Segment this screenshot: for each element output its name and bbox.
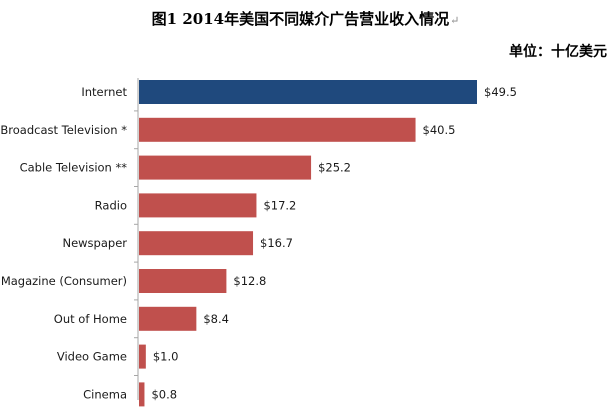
category-label: Out of Home [54, 312, 127, 326]
category-label: Broadcast Television * [0, 123, 127, 137]
bar [139, 344, 146, 369]
chart-title-text: 图1 2014年美国不同媒介广告营业收入情况 [151, 10, 450, 28]
bar [139, 117, 416, 142]
value-label: $8.4 [203, 312, 229, 326]
bars-layer: Internet $49.5 Broadcast Television * $40.5… [0, 80, 517, 407]
chart-title: 图1 2014年美国不同媒介广告营业收入情况↵ [0, 8, 611, 29]
category-label: Newspaper [62, 236, 127, 250]
bar [139, 193, 257, 218]
bar [139, 155, 312, 180]
paragraph-mark-icon: ↵ [450, 14, 460, 27]
bar [139, 269, 227, 293]
category-label: Magazine (Consumer) [1, 274, 127, 288]
bar [139, 231, 254, 256]
unit-label: 单位：十亿美元 [509, 44, 607, 60]
category-label: Video Game [57, 350, 127, 364]
bar [139, 80, 477, 104]
value-label: $12.8 [233, 274, 266, 288]
category-label: Internet [81, 85, 127, 99]
category-label: Cable Television ** [20, 161, 128, 175]
value-label: $49.5 [484, 85, 517, 99]
category-label: Radio [95, 198, 127, 212]
value-label: $16.7 [260, 236, 293, 250]
value-label: $1.0 [153, 350, 179, 364]
bar [139, 382, 145, 407]
value-label: $0.8 [151, 387, 177, 401]
value-label: $25.2 [318, 161, 351, 175]
bar [139, 306, 197, 331]
value-label: $17.2 [263, 198, 296, 212]
category-label: Cinema [83, 387, 127, 401]
value-label: $40.5 [423, 123, 456, 137]
